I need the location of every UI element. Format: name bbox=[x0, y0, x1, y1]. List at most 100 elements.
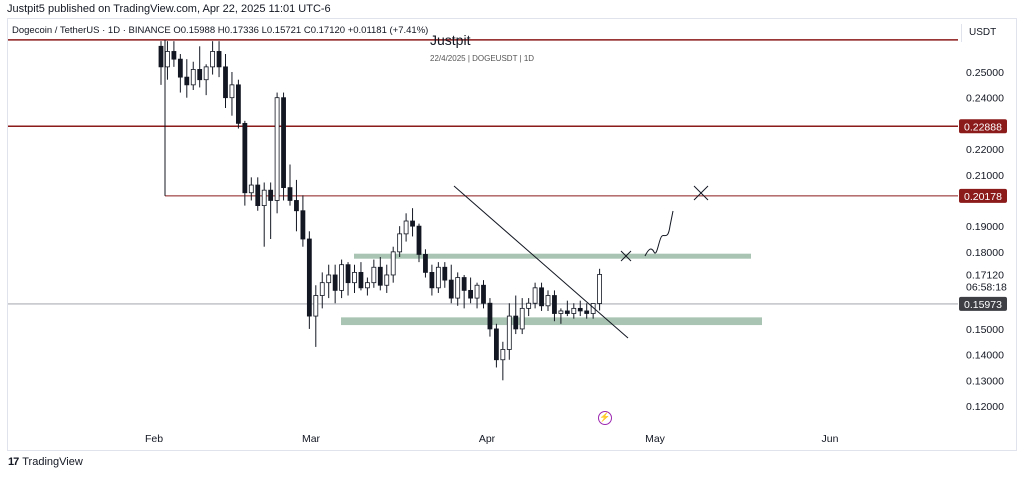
candle-body[interactable] bbox=[410, 220, 415, 227]
target-x-marker-2[interactable] bbox=[693, 185, 709, 201]
candle-body[interactable] bbox=[165, 51, 170, 68]
candle-body[interactable] bbox=[229, 84, 235, 99]
publisher-caption: Justpit5 published on TradingView.com, A… bbox=[7, 3, 331, 15]
candle-body[interactable] bbox=[384, 274, 390, 286]
candle-body[interactable] bbox=[255, 184, 261, 207]
candle-body[interactable] bbox=[558, 310, 564, 314]
candle-body[interactable] bbox=[319, 282, 325, 296]
price-tag-resistance-mid-bg[interactable] bbox=[959, 188, 1007, 203]
time-axis-label: May bbox=[645, 433, 666, 445]
candle-body[interactable] bbox=[506, 315, 512, 350]
lower-support-zone[interactable] bbox=[341, 317, 762, 326]
candle-body[interactable] bbox=[261, 189, 267, 207]
chart-title: Justpit bbox=[430, 32, 471, 48]
candle-body[interactable] bbox=[306, 238, 312, 317]
candle-body[interactable] bbox=[216, 51, 222, 68]
candle-body[interactable] bbox=[223, 66, 228, 99]
candle-body[interactable] bbox=[519, 307, 525, 330]
candle-body[interactable] bbox=[248, 184, 254, 194]
candle-body[interactable] bbox=[474, 284, 480, 299]
candle-body[interactable] bbox=[481, 284, 486, 304]
candle-body[interactable] bbox=[190, 69, 196, 86]
countdown-price: 0.17120 bbox=[966, 269, 1004, 281]
candle-body[interactable] bbox=[468, 289, 474, 299]
price-tag-last[interactable]: 0.15973 bbox=[964, 299, 1002, 311]
candle-body[interactable] bbox=[326, 274, 332, 284]
candle-body[interactable] bbox=[500, 349, 506, 361]
candle-body[interactable] bbox=[597, 274, 602, 304]
candle-body[interactable] bbox=[487, 302, 493, 330]
price-tag-resistance-mid[interactable]: 0.20178 bbox=[964, 191, 1002, 203]
candle-body[interactable] bbox=[158, 45, 164, 68]
candle-body[interactable] bbox=[590, 303, 596, 314]
candle-body[interactable] bbox=[435, 266, 441, 289]
candle-body[interactable] bbox=[242, 122, 248, 194]
candle-body[interactable] bbox=[197, 69, 203, 81]
time-axis-label: Feb bbox=[145, 433, 163, 445]
candle-body[interactable] bbox=[352, 271, 357, 284]
candle-body[interactable] bbox=[332, 274, 338, 291]
candle-body[interactable] bbox=[416, 225, 422, 255]
candle-body[interactable] bbox=[281, 97, 286, 189]
candle-body[interactable] bbox=[448, 279, 454, 299]
candle-body[interactable] bbox=[268, 189, 274, 201]
candle-body[interactable] bbox=[235, 84, 241, 124]
candle-body[interactable] bbox=[364, 282, 370, 289]
time-axis-label: Mar bbox=[302, 433, 321, 445]
candle-body[interactable] bbox=[552, 295, 557, 314]
target-x-marker-1[interactable] bbox=[620, 250, 632, 262]
bolt-icon[interactable]: ⚡ bbox=[598, 411, 612, 425]
price-tag-resistance-high[interactable]: 0.22888 bbox=[964, 121, 1002, 133]
candle-body[interactable] bbox=[390, 251, 396, 276]
candle-body[interactable] bbox=[539, 287, 544, 307]
tradingview-logo-icon: 17 bbox=[8, 456, 19, 468]
candle-body[interactable] bbox=[300, 210, 306, 240]
upper-support-zone[interactable] bbox=[354, 253, 751, 259]
candle-body[interactable] bbox=[493, 328, 499, 361]
candle-body[interactable] bbox=[184, 76, 190, 86]
projection-path[interactable] bbox=[644, 210, 674, 257]
price-axis-tick: 0.22000 bbox=[966, 144, 1004, 156]
candle-body[interactable] bbox=[455, 277, 461, 299]
symbol-ohlc-line[interactable]: Dogecoin / TetherUS · 1D · BINANCE O0.15… bbox=[12, 25, 429, 36]
candle-body[interactable] bbox=[571, 307, 577, 314]
candle-body[interactable] bbox=[345, 264, 351, 284]
price-tag-resistance-high-bg[interactable] bbox=[959, 119, 1007, 134]
chart-subtitle: 22/4/2025 | DOGEUSDT | 1D bbox=[430, 54, 535, 63]
candle-body[interactable] bbox=[339, 264, 345, 291]
chart-frame[interactable] bbox=[7, 18, 1017, 451]
price-tag-last-bg[interactable] bbox=[959, 296, 1007, 311]
candle-body[interactable] bbox=[203, 66, 209, 81]
candle-body[interactable] bbox=[513, 315, 519, 330]
candle-body[interactable] bbox=[274, 97, 280, 201]
price-axis-tick: 0.21000 bbox=[966, 170, 1004, 182]
candle-body[interactable] bbox=[545, 295, 551, 307]
candle-body[interactable] bbox=[371, 266, 377, 284]
candle-body[interactable] bbox=[171, 51, 177, 60]
candle-body[interactable] bbox=[442, 266, 448, 281]
countdown-time: 06:58:18 bbox=[966, 281, 1007, 293]
candle-body[interactable] bbox=[403, 220, 409, 235]
candle-body[interactable] bbox=[526, 302, 532, 309]
candle-body[interactable] bbox=[564, 310, 570, 314]
footer-brand: TradingView bbox=[22, 456, 83, 468]
currency-label[interactable]: USDT bbox=[961, 24, 1011, 42]
candle-body[interactable] bbox=[377, 266, 383, 286]
candle-body[interactable] bbox=[423, 254, 428, 273]
candle-body[interactable] bbox=[461, 277, 467, 291]
candle-body[interactable] bbox=[397, 233, 403, 253]
candle-body[interactable] bbox=[177, 58, 183, 78]
time-axis-label: Apr bbox=[479, 433, 496, 445]
candle-body[interactable] bbox=[429, 271, 435, 289]
candle-body[interactable] bbox=[584, 310, 590, 314]
candle-body[interactable] bbox=[294, 200, 299, 212]
trendline[interactable] bbox=[453, 185, 629, 339]
candle-body[interactable] bbox=[210, 51, 216, 68]
candle-body[interactable] bbox=[313, 295, 319, 317]
candle-body[interactable] bbox=[358, 271, 364, 289]
candle-body[interactable] bbox=[577, 307, 583, 312]
price-axis-tick: 0.12000 bbox=[966, 401, 1004, 413]
candle-body[interactable] bbox=[287, 187, 293, 201]
candle-body[interactable] bbox=[532, 287, 538, 304]
